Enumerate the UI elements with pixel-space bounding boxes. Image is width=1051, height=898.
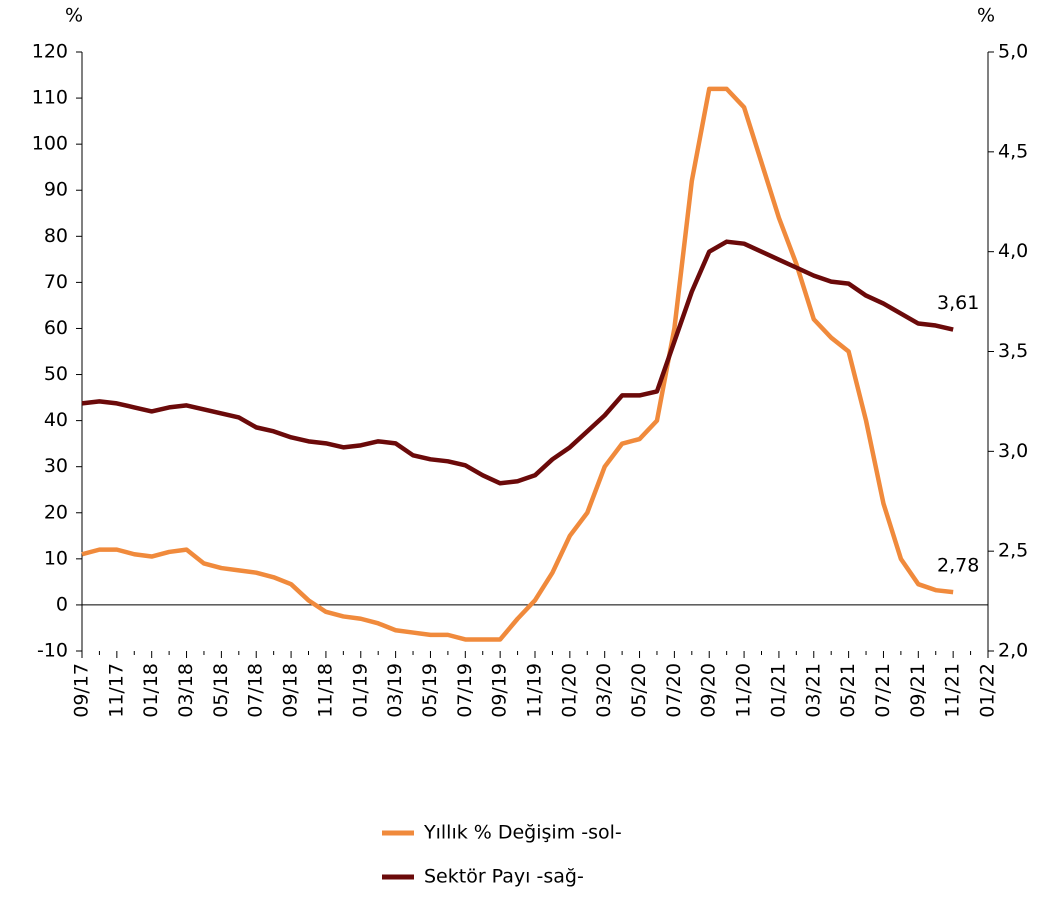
- x-tick-label: 09/17: [71, 663, 93, 718]
- data-label: 2,78: [937, 555, 979, 577]
- x-tick-label: 01/18: [140, 663, 162, 718]
- y-tick-label: 70: [44, 271, 68, 293]
- y-tick-label: 60: [44, 317, 68, 339]
- series-line: [81, 239, 954, 486]
- x-tick-label: 11/21: [942, 663, 964, 718]
- legend-label: Yıllık % Değişim -sol-: [423, 822, 622, 844]
- x-tick-label: 03/18: [175, 663, 197, 718]
- series-line: [81, 86, 954, 642]
- x-tick-label: 01/20: [558, 663, 580, 718]
- y-tick-label: 100: [32, 133, 68, 155]
- x-tick-label: 07/20: [663, 663, 685, 718]
- x-tick-label: 01/22: [977, 663, 999, 718]
- y2-tick-label: 2,0: [998, 640, 1028, 662]
- y-tick-label: 0: [56, 593, 68, 615]
- y2-tick-label: 3,0: [998, 440, 1028, 462]
- y2-axis-label: %: [977, 5, 995, 27]
- data-label: 3,61: [937, 292, 979, 314]
- x-tick-label: 09/19: [489, 663, 511, 718]
- y2-tick-label: 5,0: [998, 41, 1028, 63]
- y2-tick-label: 3,5: [998, 340, 1028, 362]
- x-tick-label: 09/20: [698, 663, 720, 718]
- y-tick-label: 80: [44, 225, 68, 247]
- y-tick-label: 20: [44, 501, 68, 523]
- x-tick-label: 01/19: [349, 663, 371, 718]
- y-tick-label: 90: [44, 179, 68, 201]
- x-tick-label: 05/18: [210, 663, 232, 718]
- y-tick-label: 50: [44, 363, 68, 385]
- x-tick-label: 03/21: [802, 663, 824, 718]
- y-tick-label: 110: [32, 87, 68, 109]
- y-tick-label: 40: [44, 409, 68, 431]
- x-tick-label: 05/20: [628, 663, 650, 718]
- x-tick-label: 11/19: [524, 663, 546, 718]
- x-tick-label: 01/21: [767, 663, 789, 718]
- x-tick-label: 11/18: [314, 663, 336, 718]
- x-tick-label: 09/21: [907, 663, 929, 718]
- x-tick-label: 03/20: [593, 663, 615, 718]
- x-tick-label: 07/21: [872, 663, 894, 718]
- y2-tick-label: 4,0: [998, 240, 1028, 262]
- y-tick-label: 30: [44, 455, 68, 477]
- x-tick-label: 05/21: [837, 663, 859, 718]
- x-tick-label: 07/18: [245, 663, 267, 718]
- x-tick-label: 11/17: [105, 663, 127, 718]
- y2-tick-label: 4,5: [998, 140, 1028, 162]
- y-tick-label: -10: [37, 640, 68, 662]
- x-tick-label: 07/19: [454, 663, 476, 718]
- y-axis-label: %: [65, 5, 83, 27]
- y2-tick-label: 2,5: [998, 540, 1028, 562]
- y-tick-label: 10: [44, 547, 68, 569]
- x-tick-label: 05/19: [419, 663, 441, 718]
- y-tick-label: 120: [32, 41, 68, 63]
- x-tick-label: 11/20: [733, 663, 755, 718]
- x-tick-label: 09/18: [280, 663, 302, 718]
- x-tick-label: 03/19: [384, 663, 406, 718]
- legend-label: Sektör Payı -sağ-: [424, 866, 584, 888]
